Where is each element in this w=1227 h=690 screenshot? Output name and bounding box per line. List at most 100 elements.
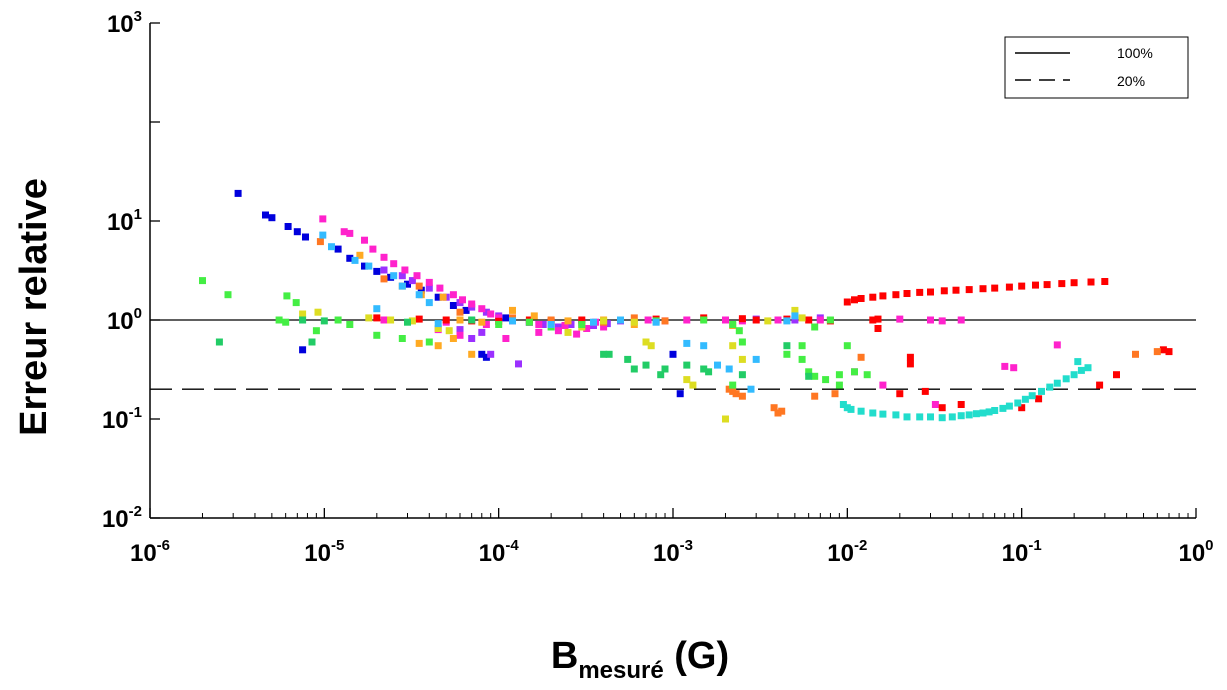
data-point — [554, 327, 562, 335]
data-point — [449, 302, 457, 309]
y-tick-label: 10-1 — [102, 404, 142, 434]
data-point — [857, 407, 865, 415]
data-point — [387, 316, 395, 324]
data-point — [547, 316, 555, 324]
data-point — [1043, 281, 1051, 289]
data-point — [869, 293, 877, 301]
data-point — [365, 262, 373, 270]
data-point — [991, 284, 999, 292]
data-point — [583, 325, 591, 332]
data-point — [700, 342, 708, 350]
data-point — [791, 316, 799, 324]
data-point — [906, 360, 914, 368]
data-point — [390, 272, 398, 280]
y-tick-label: 10-2 — [102, 503, 142, 533]
data-point — [434, 342, 442, 350]
data-point — [948, 413, 956, 421]
data-point — [373, 267, 381, 275]
data-point — [851, 368, 858, 376]
data-point — [683, 376, 691, 384]
data-point — [630, 365, 638, 373]
data-point — [1153, 348, 1161, 356]
data-point — [425, 284, 433, 292]
data-point — [843, 342, 851, 350]
y-axis-title: Erreur relative — [13, 178, 55, 436]
data-point — [487, 310, 495, 318]
x-tick-label-exponent: -4 — [505, 537, 519, 554]
data-point — [482, 353, 490, 361]
data-point — [657, 371, 665, 379]
y-tick-label-base: 10 — [107, 209, 134, 236]
data-point — [725, 365, 733, 373]
data-point — [896, 390, 904, 398]
x-tick-label-base: 10 — [827, 540, 854, 567]
data-point — [1010, 364, 1018, 372]
data-point — [879, 381, 887, 389]
data-point — [390, 260, 398, 268]
y-tick-label-exponent: 0 — [134, 305, 142, 322]
data-point — [346, 229, 354, 237]
data-point — [778, 407, 786, 415]
data-point — [714, 361, 721, 369]
data-point — [722, 316, 729, 324]
data-point — [415, 282, 423, 290]
data-point — [547, 321, 555, 328]
data-point — [892, 411, 900, 419]
data-point — [1001, 362, 1009, 370]
data-point — [468, 300, 476, 308]
y-tick-label-base: 10 — [102, 407, 129, 434]
data-point — [683, 361, 691, 369]
data-point — [605, 350, 613, 358]
data-point — [774, 316, 782, 324]
data-point — [283, 292, 291, 300]
legend-label-20: 20% — [1117, 73, 1145, 89]
data-point — [434, 293, 442, 301]
data-point — [456, 326, 464, 334]
data-point — [952, 286, 960, 294]
data-point — [965, 286, 973, 294]
data-point — [468, 316, 476, 324]
legend-box — [1004, 36, 1189, 99]
data-point — [869, 316, 877, 324]
data-point — [938, 317, 946, 325]
data-point — [1053, 379, 1061, 387]
data-point — [811, 372, 819, 380]
data-point — [1053, 341, 1061, 349]
data-point — [1018, 404, 1026, 412]
data-point — [1159, 346, 1167, 354]
data-point — [676, 390, 684, 398]
x-tick-label-exponent: -6 — [157, 537, 170, 554]
data-point — [413, 272, 421, 280]
data-point — [1074, 358, 1082, 366]
data-point — [436, 284, 444, 292]
data-point — [805, 368, 813, 376]
data-point — [215, 338, 223, 346]
data-point — [600, 323, 608, 331]
data-point — [1113, 371, 1120, 379]
ticks — [149, 22, 1197, 519]
data-point — [843, 404, 851, 412]
data-point — [863, 371, 871, 379]
y-tick-label-exponent: -2 — [129, 503, 142, 520]
data-point — [874, 315, 882, 323]
data-point — [705, 368, 713, 376]
data-points — [199, 189, 1173, 423]
data-point — [985, 408, 993, 416]
data-point — [683, 316, 691, 324]
data-point — [652, 318, 660, 326]
data-point — [938, 414, 946, 422]
data-point — [445, 327, 453, 335]
data-point — [1035, 395, 1043, 403]
y-tick-label-exponent: 1 — [134, 206, 142, 223]
data-point — [965, 411, 973, 419]
data-point — [535, 321, 543, 328]
data-point — [991, 407, 999, 414]
data-point — [292, 299, 300, 307]
legend-label-100: 100% — [1117, 45, 1153, 61]
data-point — [1058, 280, 1066, 288]
data-point — [774, 409, 782, 417]
data-point — [999, 404, 1007, 412]
data-point — [408, 317, 416, 325]
data-point — [234, 189, 242, 197]
data-point — [351, 256, 359, 264]
